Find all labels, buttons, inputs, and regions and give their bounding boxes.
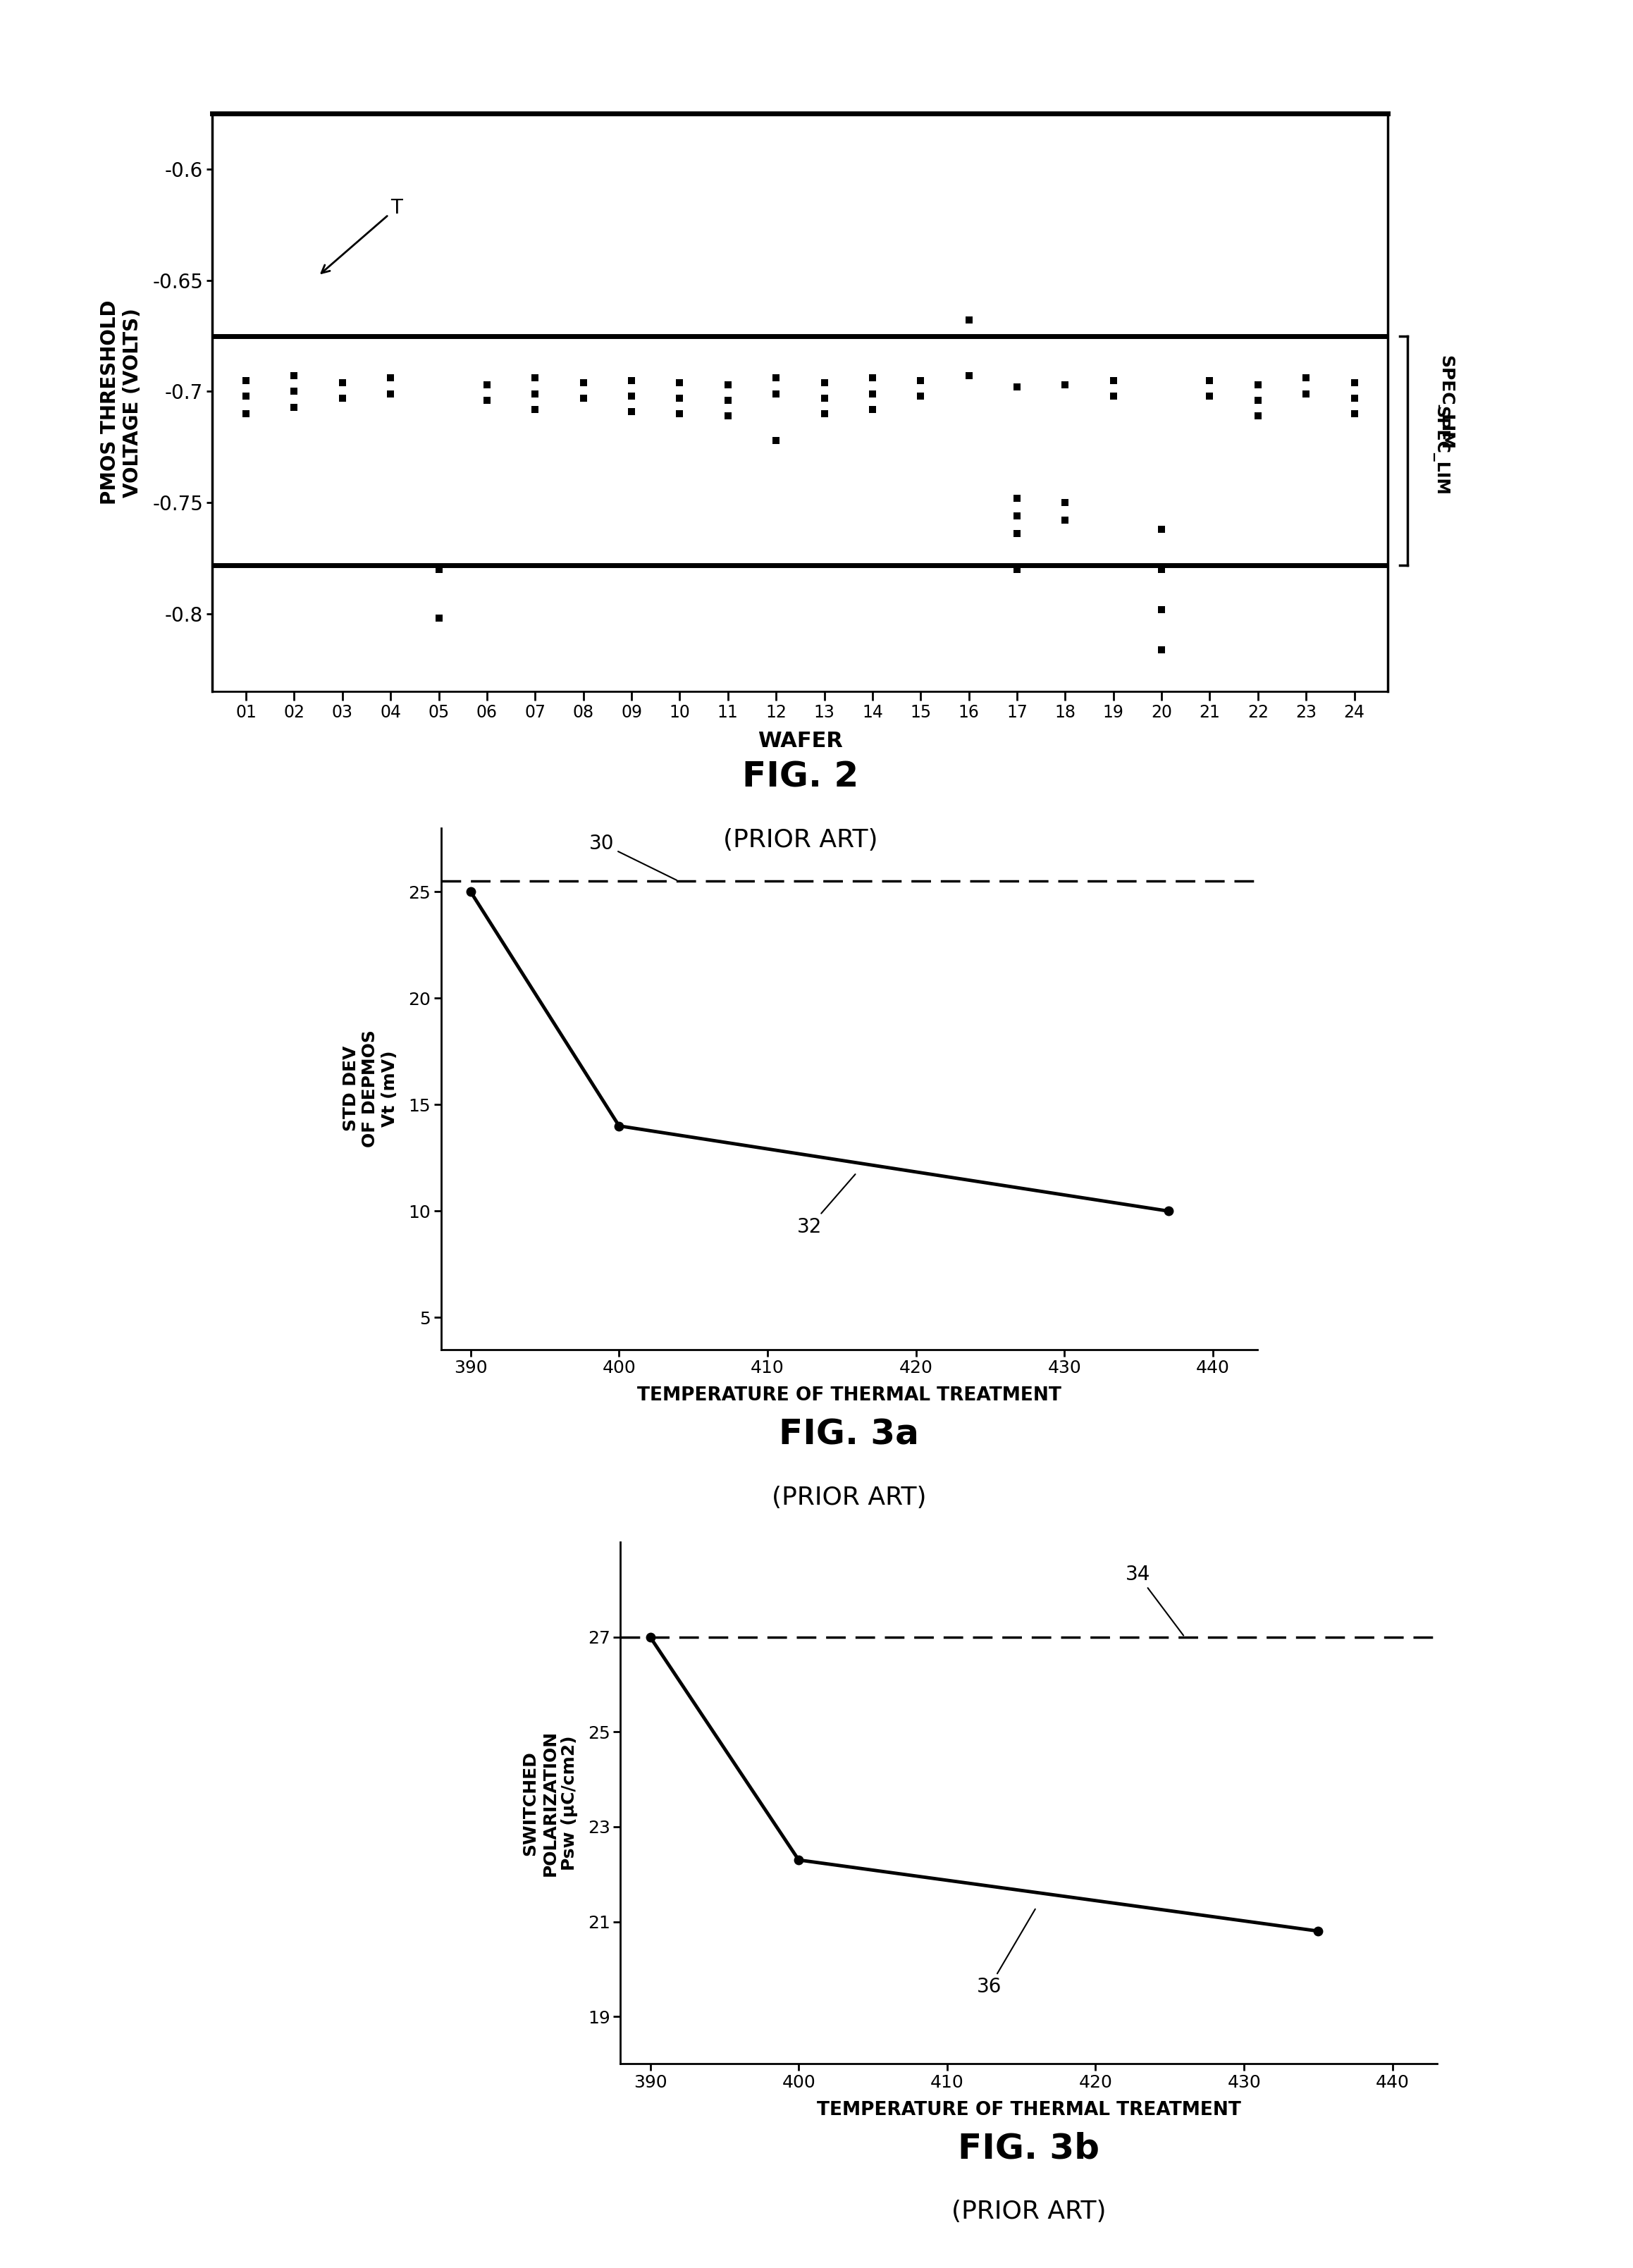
Y-axis label: SWITCHED
POLARIZATION
Psw (μC/cm2): SWITCHED POLARIZATION Psw (μC/cm2): [523, 1730, 578, 1876]
Text: FIG. 2: FIG. 2: [741, 760, 859, 794]
Text: 32: 32: [797, 1175, 856, 1236]
Text: T: T: [322, 197, 402, 272]
Text: SPEC_LIM: SPEC_LIM: [1432, 406, 1448, 494]
X-axis label: TEMPERATURE OF THERMAL TREATMENT: TEMPERATURE OF THERMAL TREATMENT: [816, 2100, 1241, 2118]
Text: SPEC_LIM: SPEC_LIM: [1437, 356, 1453, 449]
Y-axis label: PMOS THRESHOLD
VOLTAGE (VOLTS): PMOS THRESHOLD VOLTAGE (VOLTS): [100, 299, 142, 506]
Text: 30: 30: [590, 835, 676, 880]
Text: 36: 36: [977, 1910, 1035, 1998]
Text: FIG. 3b: FIG. 3b: [959, 2132, 1099, 2166]
Text: FIG. 3a: FIG. 3a: [779, 1418, 919, 1452]
Text: (PRIOR ART): (PRIOR ART): [772, 1486, 926, 1510]
X-axis label: TEMPERATURE OF THERMAL TREATMENT: TEMPERATURE OF THERMAL TREATMENT: [637, 1386, 1061, 1404]
Text: (PRIOR ART): (PRIOR ART): [723, 828, 877, 853]
Y-axis label: STD DEV
OF DEPMOS
Vt (mV): STD DEV OF DEPMOS Vt (mV): [343, 1030, 398, 1148]
X-axis label: WAFER: WAFER: [758, 730, 843, 751]
Text: 34: 34: [1125, 1565, 1184, 1635]
Text: (PRIOR ART): (PRIOR ART): [952, 2200, 1106, 2225]
